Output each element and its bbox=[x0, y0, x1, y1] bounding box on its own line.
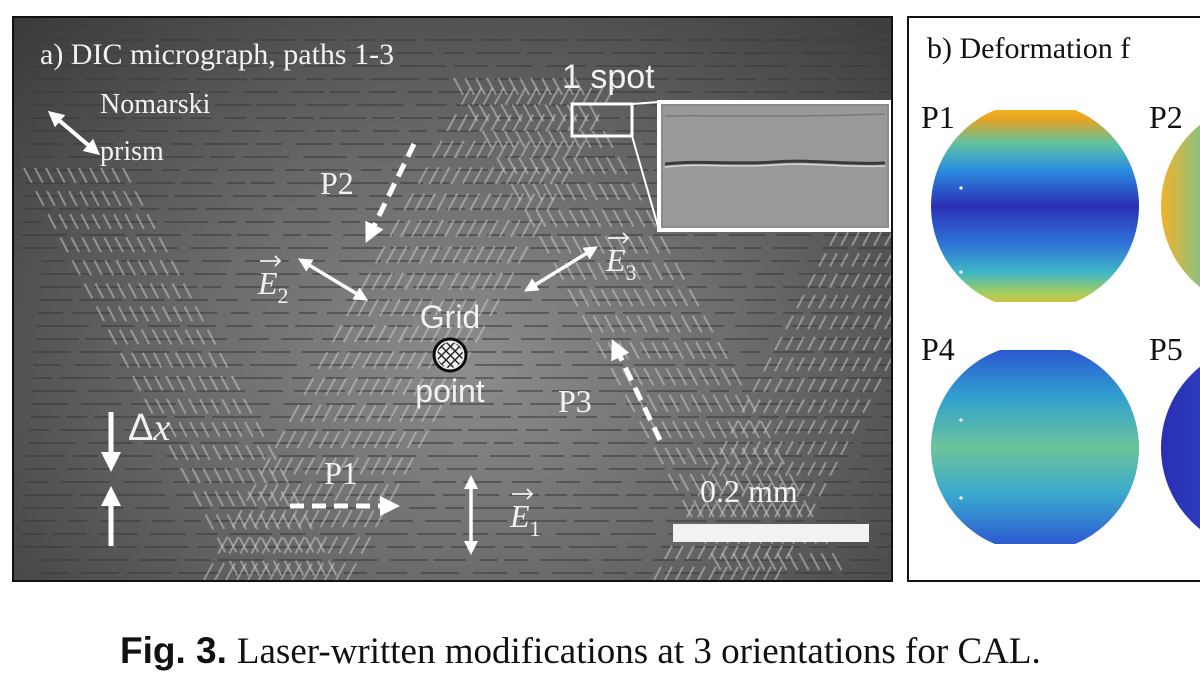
field-e2-vector-icon bbox=[260, 255, 282, 267]
deformation-map-p2 bbox=[1161, 124, 1200, 288]
deformation-label-p4: P4 bbox=[921, 331, 955, 367]
diagonal-laser-lines-right bbox=[23, 77, 843, 576]
grid-label-line2: point bbox=[415, 373, 485, 409]
zoom-connector-bottom bbox=[631, 135, 660, 231]
field-e1-symbol: E bbox=[509, 498, 530, 534]
nomarski-prism-arrow-icon bbox=[47, 110, 101, 156]
panel-b-deformation: b) Deformation f P1 P2 P4 P5 bbox=[907, 16, 1200, 582]
field-e2-symbol: E bbox=[257, 265, 278, 301]
path-p3-arrow-icon bbox=[611, 338, 663, 442]
caption-figure-label: Fig. 3. bbox=[120, 630, 227, 671]
path-label-p3: P3 bbox=[558, 383, 592, 419]
field-e1-subscript: 1 bbox=[530, 516, 541, 541]
micrograph-canvas: a) DIC micrograph, paths 1-3 Nomarski pr… bbox=[20, 38, 891, 580]
deformation-label-p1: P1 bbox=[921, 99, 955, 135]
zoom-connector-top bbox=[631, 101, 660, 105]
field-e1-label: E1 bbox=[509, 498, 541, 541]
field-e3-symbol: E bbox=[605, 242, 626, 278]
grid-label-line1: Grid bbox=[420, 299, 480, 335]
scale-bar-label: 0.2 mm bbox=[700, 473, 798, 509]
field-e2-label: E2 bbox=[257, 265, 289, 308]
path-p2-arrow-icon bbox=[365, 142, 417, 243]
caption-text: Laser-written modifications at 3 orienta… bbox=[236, 631, 1041, 672]
field-e1-vector-icon bbox=[512, 488, 534, 500]
prism-label-line1: Nomarski bbox=[100, 89, 211, 120]
spot-label: 1 spot bbox=[562, 58, 655, 96]
panel-a-micrograph: a) DIC micrograph, paths 1-3 Nomarski pr… bbox=[12, 16, 893, 582]
deformation-map-p4 bbox=[931, 350, 1143, 544]
grid-point-icon bbox=[432, 337, 468, 373]
prism-label-line2: prism bbox=[100, 136, 164, 167]
field-e3-arrow-icon bbox=[524, 246, 598, 292]
panel-b-title: b) Deformation f bbox=[927, 32, 1130, 65]
delta-variable: x bbox=[152, 407, 170, 449]
field-e2-subscript: 2 bbox=[278, 283, 289, 308]
field-e3-subscript: 3 bbox=[626, 260, 637, 285]
path-label-p2: P2 bbox=[320, 165, 354, 201]
panel-a-title: a) DIC micrograph, paths 1-3 bbox=[40, 38, 394, 71]
deformation-label-p2: P2 bbox=[1149, 99, 1183, 135]
field-e3-vector-icon bbox=[608, 232, 630, 244]
spot-selection-box bbox=[570, 102, 634, 138]
field-e2-arrow-icon bbox=[298, 258, 368, 301]
scale-bar bbox=[673, 524, 869, 542]
delta-symbol: Δ bbox=[128, 407, 153, 449]
zoom-inset bbox=[657, 100, 891, 232]
deformation-map-p1 bbox=[931, 110, 1143, 302]
path-label-p1: P1 bbox=[324, 455, 358, 491]
deformation-label-p5: P5 bbox=[1149, 331, 1183, 367]
field-e3-label: E3 bbox=[605, 242, 637, 285]
delta-x-label: Δx bbox=[128, 407, 170, 449]
deformation-canvas: b) Deformation f P1 P2 P4 P5 bbox=[921, 32, 1200, 544]
figure-caption: Fig. 3. Laser-written modifications at 3 … bbox=[120, 632, 1041, 670]
deformation-map-p5 bbox=[1161, 366, 1200, 530]
